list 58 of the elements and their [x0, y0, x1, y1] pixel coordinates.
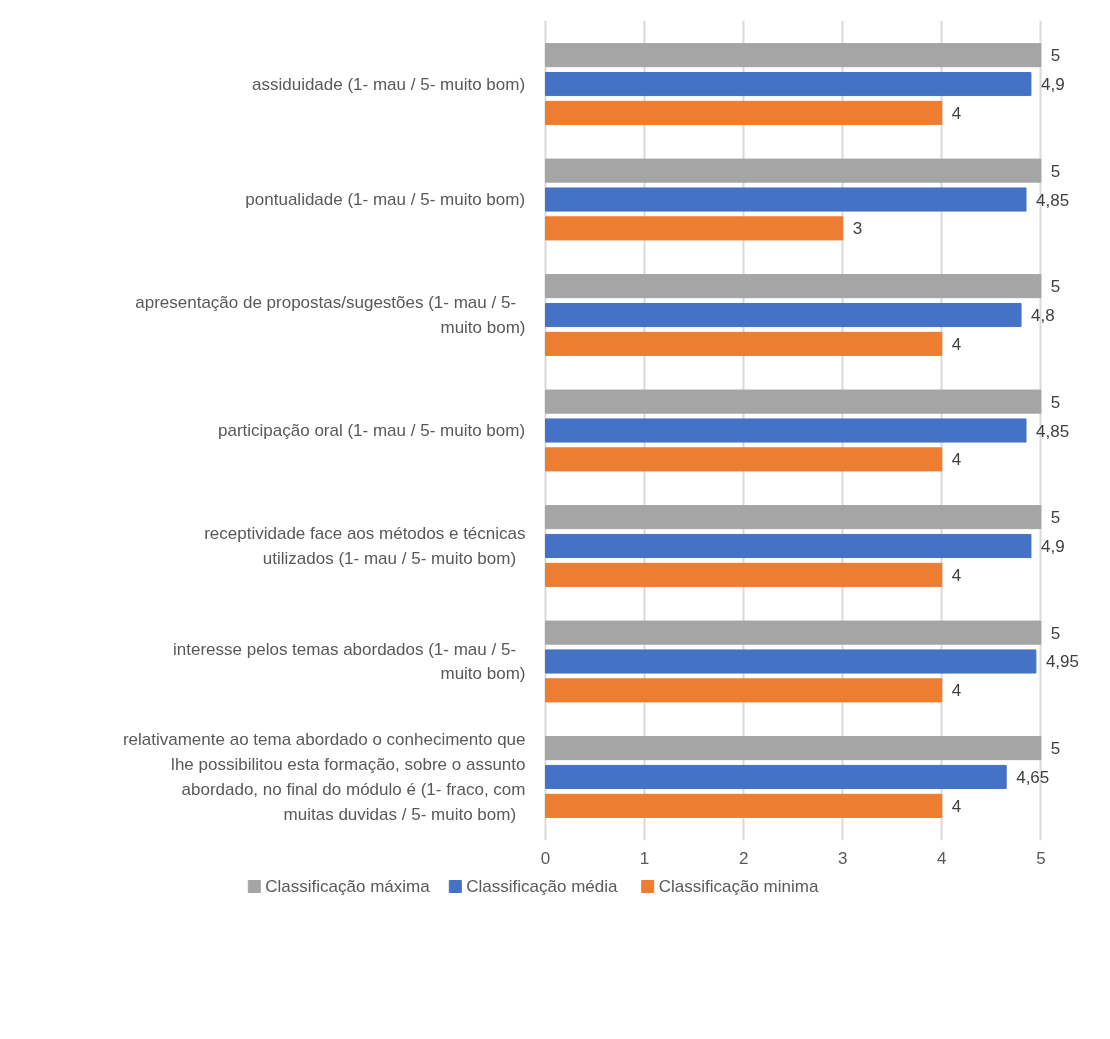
- data-label: 4,95: [1045, 652, 1080, 672]
- y-tick-label: relativamente ao tema abordado o conhecimento que lhe possibilitou esta formação, sobre o assunto abordado, no final do módulo é (1- fraco, com muitas duvidas / 5- muito bom): [122, 730, 526, 824]
- bar: [545, 562, 943, 587]
- data-label: 4,8: [1031, 306, 1055, 326]
- data-label: 5: [1050, 739, 1061, 759]
- bar: [545, 216, 844, 241]
- bar: [545, 418, 1027, 443]
- bar: [545, 43, 1042, 68]
- data-label: 4,9: [1040, 536, 1065, 556]
- bar: [545, 533, 1032, 559]
- y-tick-label: pontualidade (1- mau / 5- muito bom): [245, 190, 526, 210]
- data-label: 4,65: [1016, 767, 1050, 787]
- bar: [545, 187, 1027, 212]
- data-label: 4: [951, 796, 962, 816]
- bar: [545, 389, 1042, 414]
- bar: [545, 331, 943, 356]
- data-label: 5: [1050, 508, 1061, 528]
- y-tick-label: receptividade face aos métodos e técnicas utilizados (1- mau / 5- muito bom): [204, 524, 526, 568]
- x-tick-label: 4: [937, 848, 947, 868]
- data-label: 5: [1050, 623, 1061, 643]
- data-label: 4: [951, 334, 962, 354]
- x-tick-label: 5: [1036, 848, 1046, 868]
- y-tick-label: assiduidade (1- mau / 5- muito bom): [251, 74, 526, 94]
- bar: [545, 100, 943, 125]
- legend-label: Classificação média: [466, 877, 619, 896]
- legend-label: Classificação minima: [658, 877, 819, 896]
- bar: [545, 302, 1022, 328]
- bar: [545, 793, 943, 818]
- data-label: 3: [852, 219, 863, 239]
- data-label: 4: [951, 450, 962, 470]
- x-tick-label: 1: [639, 848, 650, 868]
- data-label: 5: [1050, 392, 1061, 412]
- data-label: 4: [951, 565, 962, 585]
- data-label: 5: [1050, 277, 1061, 297]
- bar: [545, 620, 1042, 645]
- bar: [545, 274, 1042, 299]
- data-label: 4,85: [1036, 421, 1070, 441]
- x-tick-label: 2: [738, 848, 749, 868]
- bar: [545, 764, 1007, 790]
- y-tick-label: interesse pelos temas abordados (1- mau / 5- muito bom): [173, 639, 526, 684]
- data-label: 5: [1050, 46, 1061, 66]
- bar: [545, 71, 1032, 97]
- data-label: 4: [951, 681, 962, 701]
- legend-label: Classificação máxima: [265, 877, 431, 896]
- y-tick-label: apresentação de propostas/sugestões (1- mau / 5- muito bom): [135, 293, 526, 337]
- data-label: 4: [951, 103, 962, 123]
- bar: [545, 447, 943, 472]
- data-label: 4,85: [1036, 190, 1070, 210]
- data-label: 5: [1050, 161, 1061, 181]
- data-label: 4,9: [1040, 75, 1065, 95]
- bar: [545, 505, 1042, 530]
- bar: [545, 649, 1037, 674]
- y-tick-label: participação oral (1- mau / 5- muito bom): [217, 421, 526, 440]
- bar: [545, 158, 1042, 183]
- x-tick-label: 3: [837, 848, 848, 868]
- bar: [545, 736, 1042, 761]
- bar: [545, 678, 943, 703]
- x-tick-label: 0: [540, 848, 551, 868]
